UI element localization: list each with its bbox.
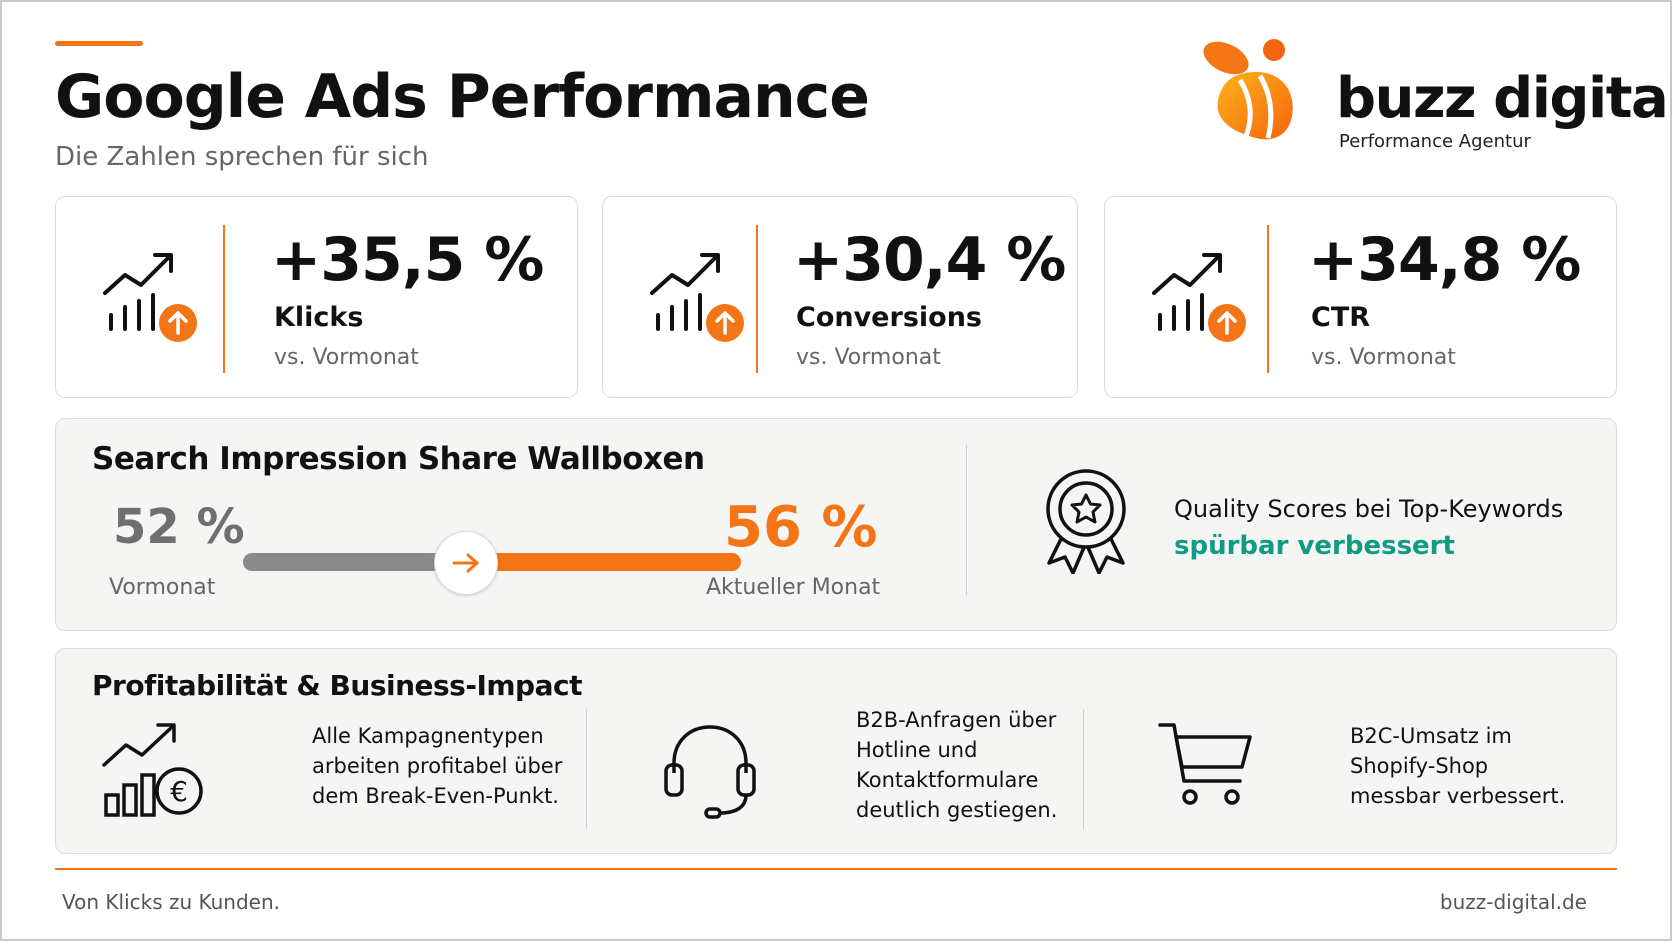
page-title: Google Ads Performance bbox=[55, 62, 870, 132]
previous-month-value: 52 % bbox=[113, 499, 245, 555]
business-line: Hotline und bbox=[856, 738, 978, 762]
headset-icon bbox=[664, 725, 756, 819]
quality-score-text: Quality Scores bei Top-Keywords bbox=[1174, 495, 1564, 523]
business-line: arbeiten profitabel über bbox=[312, 754, 563, 778]
current-bar bbox=[476, 553, 741, 571]
progress-arrow bbox=[434, 531, 498, 595]
footer-divider bbox=[55, 868, 1617, 870]
bee-logo-icon bbox=[1203, 39, 1293, 140]
award-badge-icon bbox=[1046, 469, 1126, 574]
business-impact-panel: Profitabilität & Business-Impact € Alle … bbox=[55, 648, 1617, 854]
business-line: Kontaktformulare bbox=[856, 768, 1039, 792]
previous-bar bbox=[243, 553, 479, 571]
brand-logo[interactable]: buzz digital Performance Agentur bbox=[1196, 36, 1672, 156]
arrow-right-icon bbox=[452, 553, 479, 573]
kpi-value: +35,5 % bbox=[271, 225, 544, 295]
kpi-comparison: vs. Vormonat bbox=[796, 345, 941, 370]
kpi-divider bbox=[223, 225, 225, 373]
svg-text:€: € bbox=[170, 775, 188, 808]
brand-name: buzz digital bbox=[1336, 66, 1672, 131]
business-line: B2C-Umsatz im bbox=[1350, 724, 1512, 748]
kpi-divider bbox=[1267, 225, 1269, 373]
business-line: messbar verbessert. bbox=[1350, 784, 1566, 808]
shopping-cart-icon bbox=[1158, 723, 1252, 805]
footer-slogan: Von Klicks zu Kunden. bbox=[62, 890, 281, 914]
impression-share-title: Search Impression Share Wallboxen bbox=[92, 441, 705, 477]
kpi-value: +34,8 % bbox=[1308, 225, 1581, 295]
business-line: Shopify-Shop bbox=[1350, 754, 1489, 778]
business-line: deutlich gestiegen. bbox=[856, 798, 1058, 822]
business-line: B2B-Anfragen über bbox=[856, 708, 1057, 732]
website-link[interactable]: buzz-digital.de bbox=[1439, 890, 1587, 914]
kpi-card-clicks: +35,5 % Klicks vs. Vormonat bbox=[55, 196, 578, 398]
kpi-card-ctr: +34,8 % CTR vs. Vormonat bbox=[1104, 196, 1617, 398]
quality-score-highlight: spürbar verbessert bbox=[1174, 531, 1455, 561]
kpi-divider bbox=[756, 225, 758, 373]
trend-up-icon bbox=[1152, 253, 1246, 342]
kpi-label: Conversions bbox=[796, 302, 982, 333]
kpi-comparison: vs. Vormonat bbox=[1311, 345, 1456, 370]
current-month-label: Aktueller Monat bbox=[706, 575, 881, 600]
kpi-label: Klicks bbox=[274, 302, 364, 333]
impression-share-panel: Search Impression Share Wallboxen 52 % V… bbox=[55, 418, 1617, 631]
trend-up-icon bbox=[650, 253, 744, 342]
section-divider bbox=[586, 709, 587, 829]
section-divider bbox=[966, 445, 967, 595]
trend-up-icon bbox=[103, 253, 197, 342]
chart-euro-icon: € bbox=[102, 723, 203, 817]
kpi-label: CTR bbox=[1311, 302, 1371, 333]
business-impact-title: Profitabilität & Business-Impact bbox=[92, 669, 582, 702]
business-line: Alle Kampagnentypen bbox=[312, 724, 544, 748]
business-line: dem Break-Even-Punkt. bbox=[312, 784, 559, 808]
section-divider bbox=[1083, 709, 1084, 829]
kpi-value: +30,4 % bbox=[793, 225, 1066, 295]
current-month-value: 56 % bbox=[724, 495, 878, 560]
kpi-card-conversions: +30,4 % Conversions vs. Vormonat bbox=[602, 196, 1078, 398]
page-subtitle: Die Zahlen sprechen für sich bbox=[55, 142, 429, 172]
previous-month-label: Vormonat bbox=[109, 575, 216, 600]
brand-tagline: Performance Agentur bbox=[1339, 131, 1531, 152]
title-accent-line bbox=[55, 41, 143, 46]
kpi-comparison: vs. Vormonat bbox=[274, 345, 419, 370]
